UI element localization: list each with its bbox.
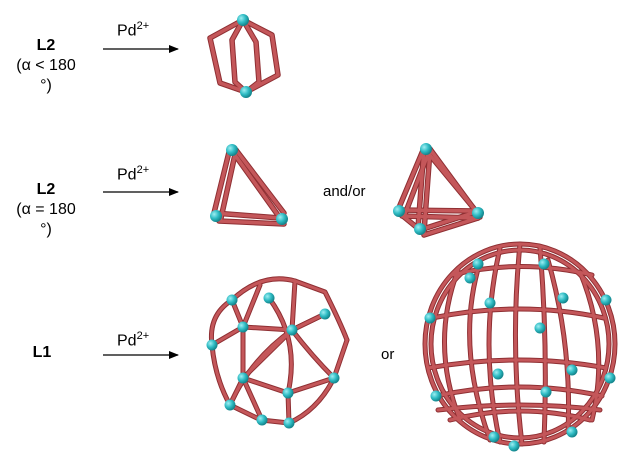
pd-node: [286, 324, 298, 336]
pd-node: [414, 223, 426, 235]
pd-node: [237, 321, 249, 333]
pd-node: [484, 297, 496, 309]
row2-reagent-symbol: Pd: [117, 166, 137, 184]
row2-condition: (α = 180 °): [16, 201, 76, 238]
pd3l6-cage-diagram: [210, 144, 288, 227]
row2-reagent-charge: 2+: [136, 164, 150, 176]
pd-node: [210, 210, 222, 222]
pd-node: [566, 364, 578, 376]
row1-ligand: L2: [36, 37, 56, 54]
pd-node: [534, 322, 546, 334]
pd-node: [604, 372, 616, 384]
pd-node: [237, 372, 249, 384]
row1-condition: (α < 180 °): [16, 57, 76, 94]
row2-connector: and/or: [323, 183, 366, 200]
row1-reagent-symbol: Pd: [117, 22, 137, 40]
pd-node: [472, 258, 484, 270]
pd-node: [540, 386, 552, 398]
row2-reagent: Pd2+: [117, 164, 149, 184]
pd-node: [393, 205, 405, 217]
pd4l8-cage-diagram: [393, 143, 484, 238]
pd-node: [276, 213, 288, 225]
pd-node: [566, 426, 578, 438]
pd12l24-sphere-diagram: [206, 276, 350, 429]
pd-node: [226, 294, 238, 306]
pd-node: [600, 294, 612, 306]
pd-node: [420, 143, 432, 155]
pd-node: [226, 144, 238, 156]
pd-node: [557, 292, 569, 304]
pd24l48-sphere-diagram: [422, 241, 618, 452]
row3-ligand-label: L1: [22, 343, 62, 363]
pd-node: [224, 399, 236, 411]
row3-reagent-charge: 2+: [136, 330, 150, 342]
row3-ligand: L1: [32, 344, 52, 361]
row1-reagent: Pd2+: [117, 20, 149, 40]
pd-node: [464, 272, 476, 284]
pd-node: [319, 308, 331, 320]
pd-node: [492, 368, 504, 380]
pd-node: [206, 339, 218, 351]
pd-node: [430, 390, 442, 402]
pd2l4-cage-diagram: [207, 14, 281, 98]
pd-node: [472, 207, 484, 219]
pd-node: [240, 86, 252, 98]
pd-node: [538, 258, 550, 270]
row1-ligand-label: L2 (α < 180 °): [14, 36, 78, 96]
row1-reagent-charge: 2+: [136, 20, 150, 32]
row3-reagent-symbol: Pd: [117, 332, 137, 350]
pd-node: [282, 387, 294, 399]
pd-node: [508, 440, 520, 452]
pd-node: [263, 292, 275, 304]
pd-node: [424, 312, 436, 324]
row3-reagent: Pd2+: [117, 330, 149, 350]
pd-node: [256, 414, 268, 426]
pd-node: [283, 417, 295, 429]
row3-connector: or: [381, 346, 395, 363]
pd-node: [237, 14, 249, 26]
row2-ligand-label: L2 (α = 180 °): [14, 180, 78, 240]
pd-node: [488, 431, 500, 443]
row2-ligand: L2: [36, 181, 56, 198]
pd-node: [328, 372, 340, 384]
